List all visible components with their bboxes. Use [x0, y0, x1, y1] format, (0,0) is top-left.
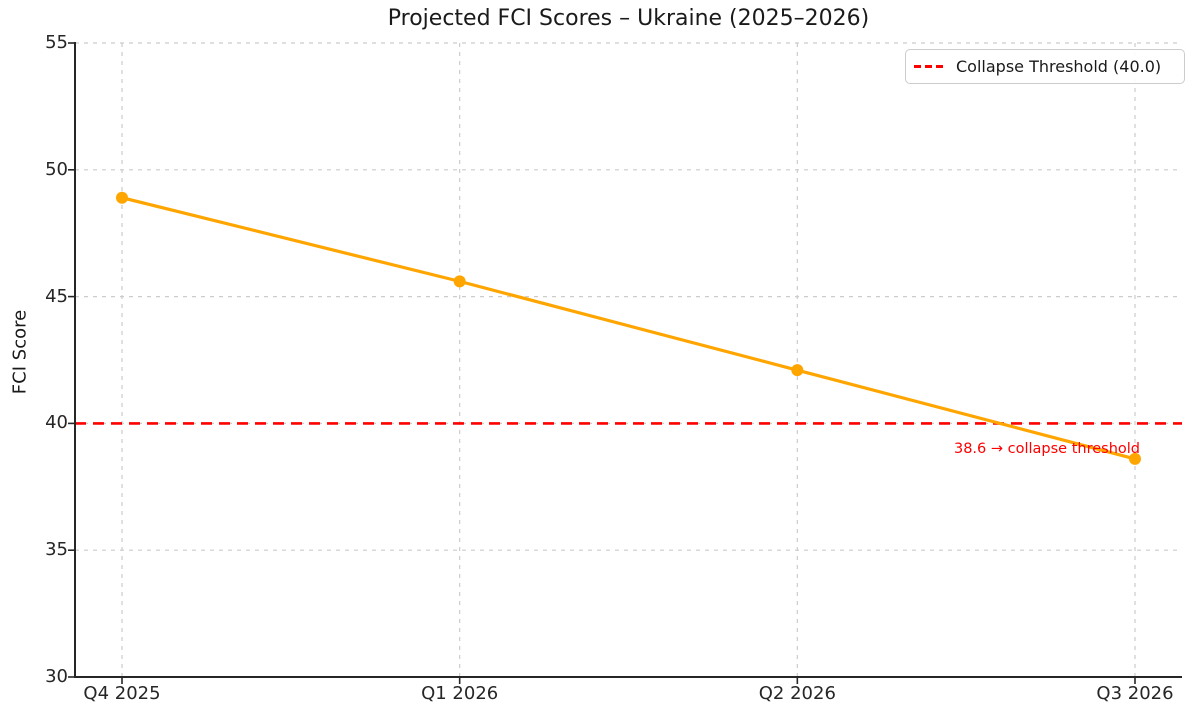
data-point-marker: [453, 275, 466, 288]
y-tick-label: 40: [45, 412, 68, 434]
y-tick-label: 50: [45, 158, 68, 180]
data-point-marker: [1129, 452, 1141, 465]
y-tick-label: 35: [45, 539, 68, 561]
y-tick-label: 55: [45, 32, 68, 53]
y-tick-label: 30: [45, 666, 68, 687]
threshold-annotation: 38.6 → collapse threshold: [953, 441, 1140, 457]
y-axis-label: FCI Score: [9, 309, 31, 395]
data-point-marker: [791, 364, 804, 377]
threshold-legend-label: Collapse Threshold (40.0): [956, 57, 1162, 76]
threshold-legend-swatch: [914, 65, 946, 68]
x-tick-label: Q4 2025: [83, 683, 161, 704]
y-tick-label: 45: [45, 285, 68, 307]
data-point-marker: [116, 191, 128, 204]
x-tick-label: Q2 2026: [758, 683, 836, 704]
fci-score-line: [120, 196, 1137, 461]
legend: Collapse Threshold (40.0): [905, 49, 1185, 84]
chart-title: Projected FCI Scores – Ukraine (2025–202…: [387, 6, 870, 31]
x-tick-label: Q3 2026: [1096, 683, 1174, 704]
x-tick-label: Q1 2026: [421, 683, 499, 704]
